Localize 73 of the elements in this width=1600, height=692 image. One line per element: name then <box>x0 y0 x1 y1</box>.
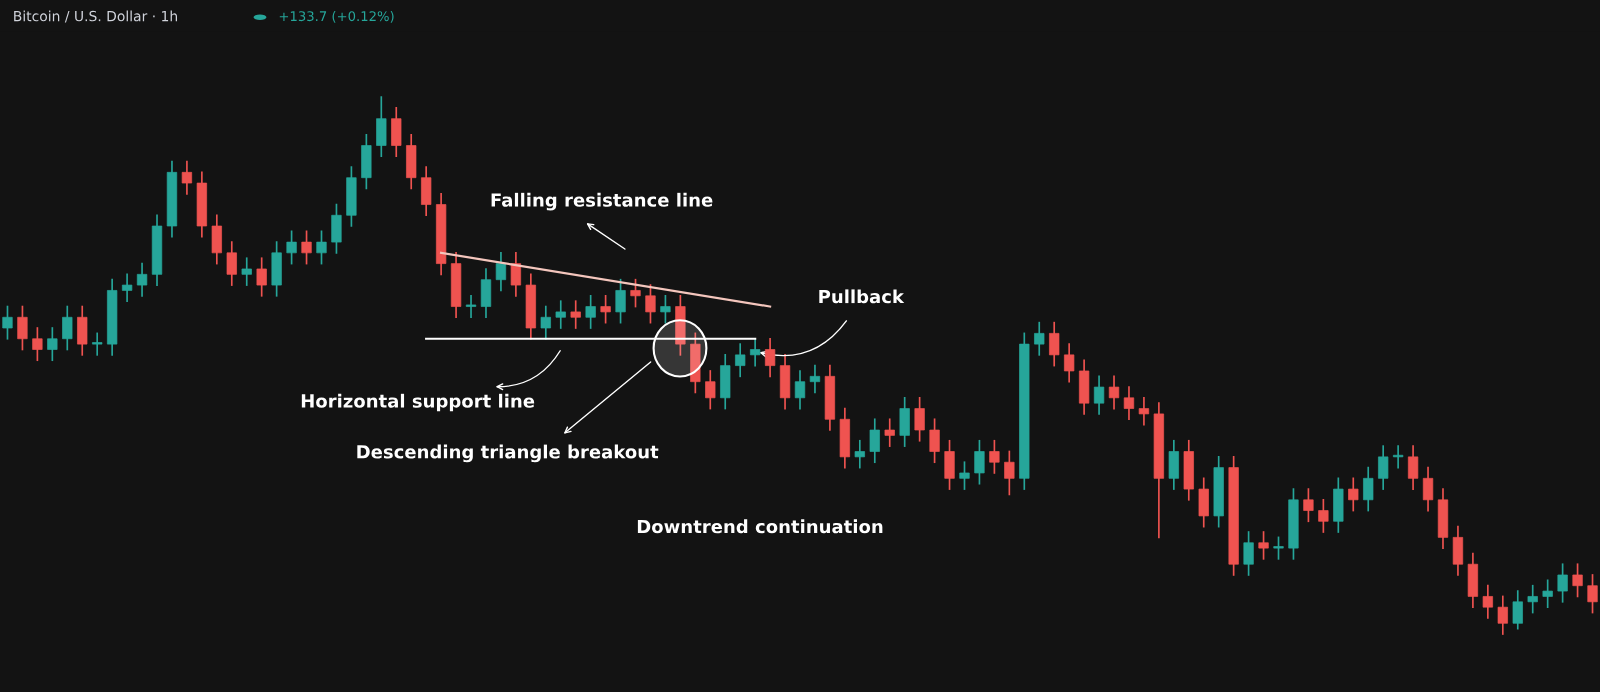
candlestick <box>1034 321 1045 356</box>
candlestick <box>1363 466 1374 512</box>
candlestick <box>884 418 895 447</box>
candlestick <box>600 294 611 324</box>
candlestick <box>1378 445 1389 490</box>
candlestick <box>1557 563 1568 603</box>
candlestick <box>540 305 551 340</box>
candlestick <box>705 370 716 410</box>
candlestick <box>226 241 237 286</box>
candlestick <box>615 278 626 324</box>
chart-subtitle: +133.7 (+0.12%) <box>279 10 394 23</box>
annotation: Pullback <box>819 289 905 304</box>
candlestick <box>1064 343 1075 383</box>
candlestick <box>914 396 925 442</box>
candlestick <box>1512 590 1523 630</box>
candlestick <box>974 439 985 485</box>
candlestick <box>1422 466 1434 512</box>
candlestick <box>1527 584 1538 614</box>
candlestick <box>989 439 1000 474</box>
candlestick <box>510 252 522 297</box>
candlestick <box>1482 584 1493 619</box>
candlestick <box>121 273 133 303</box>
candlestick <box>47 327 58 362</box>
candlestick <box>570 300 581 329</box>
candlestick <box>645 284 656 324</box>
candlestick <box>256 257 267 297</box>
candlestick <box>181 160 193 195</box>
candlestick <box>585 294 596 329</box>
candlestick <box>854 439 865 469</box>
candlestick <box>630 278 641 308</box>
candlestick <box>465 294 477 319</box>
candlestick <box>286 230 297 265</box>
candlestick <box>1303 488 1314 523</box>
candlestick <box>794 370 806 410</box>
candlestick <box>136 262 148 297</box>
candlestick <box>660 294 671 324</box>
candlestick <box>17 305 28 351</box>
candlestick <box>241 257 252 286</box>
candlestick <box>92 332 103 356</box>
annotation: Horizontal support line <box>301 393 535 412</box>
candlestick <box>301 230 312 265</box>
candlestick <box>1542 579 1553 609</box>
candlestick <box>2 305 13 340</box>
annotation: Falling resistance line <box>491 192 713 211</box>
candlestick <box>1258 531 1269 560</box>
candlestick <box>495 252 507 292</box>
candlestick <box>1004 450 1015 496</box>
candlestick <box>1348 477 1359 512</box>
candlestick <box>1243 531 1254 576</box>
candlestick <box>62 305 73 351</box>
candlestick <box>1273 536 1284 560</box>
candlestick <box>1049 321 1060 367</box>
candlestick <box>1138 396 1150 426</box>
candlestick <box>929 418 940 464</box>
candlestick <box>1093 375 1105 415</box>
candlestick <box>809 364 821 394</box>
candlestick <box>735 343 746 378</box>
candlestick <box>1572 563 1583 598</box>
candlestick <box>316 230 327 265</box>
candlestick <box>1587 574 1598 614</box>
candlestick <box>869 418 880 464</box>
chart-title: Bitcoin / U.S. Dollar · 1h <box>14 10 177 23</box>
candlestick <box>959 461 970 490</box>
candlestick <box>1393 445 1404 469</box>
annotation: Descending triangle breakout <box>357 444 659 463</box>
candlestick <box>1108 375 1120 410</box>
candlestick <box>555 300 566 329</box>
annotation: Downtrend continuation <box>637 519 883 534</box>
candlestick <box>1497 595 1508 635</box>
candlestick <box>32 327 43 362</box>
candlestick <box>1123 386 1135 421</box>
candlestick <box>1407 445 1419 490</box>
candlestick <box>1318 498 1329 533</box>
